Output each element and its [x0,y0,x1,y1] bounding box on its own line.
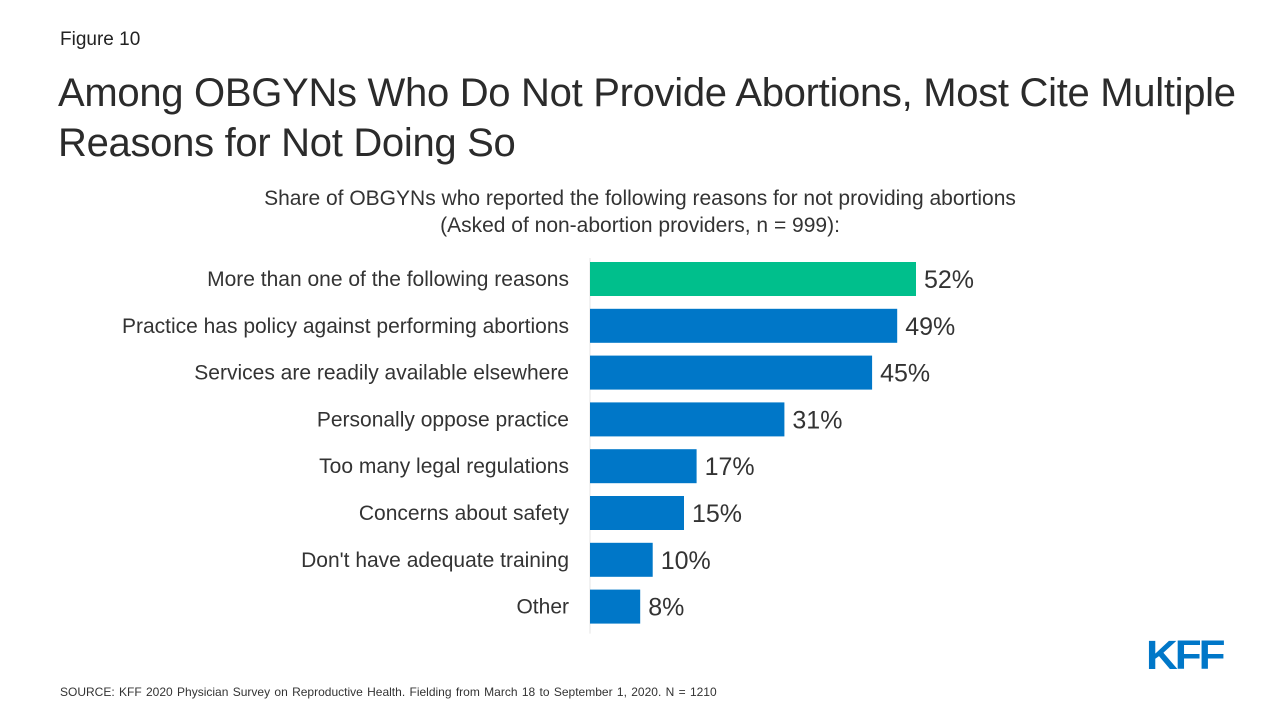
kff-logo: KFF [1146,633,1226,679]
bar-3 [590,402,785,437]
category-label-1: Practice has policy against performing a… [122,315,569,338]
category-label-4: Too many legal regulations [319,455,569,478]
value-label-7: 8% [648,594,684,622]
value-label-2: 45% [880,360,930,388]
chart-subtitle-line-2: (Asked of non-abortion providers, n = 99… [440,214,840,237]
bar-1 [590,308,898,343]
bar-2 [590,355,873,390]
source-note: SOURCE: KFF 2020 Physician Survey on Rep… [60,685,717,699]
value-label-3: 31% [792,406,842,434]
category-label-5: Concerns about safety [359,502,570,525]
chart-subtitle-line-1: Share of OBGYNs who reported the followi… [264,187,1016,210]
category-label-6: Don't have adequate training [301,549,569,572]
category-label-2: Services are readily available elsewhere [194,362,569,385]
value-label-0: 52% [924,266,974,294]
category-label-0: More than one of the following reasons [207,268,569,291]
bar-7 [590,589,641,624]
category-label-7: Other [516,596,569,619]
bar-6 [590,542,653,577]
value-label-4: 17% [705,453,755,481]
figure-label: Figure 10 [60,29,141,50]
value-label-6: 10% [661,547,711,575]
value-label-5: 15% [692,500,742,528]
bar-4 [590,449,697,484]
value-label-1: 49% [905,313,955,341]
category-label-3: Personally oppose practice [317,408,569,431]
page-title: Among OBGYNs Who Do Not Provide Abortion… [58,71,1236,165]
bar-0 [590,262,916,296]
bar-5 [590,496,684,530]
